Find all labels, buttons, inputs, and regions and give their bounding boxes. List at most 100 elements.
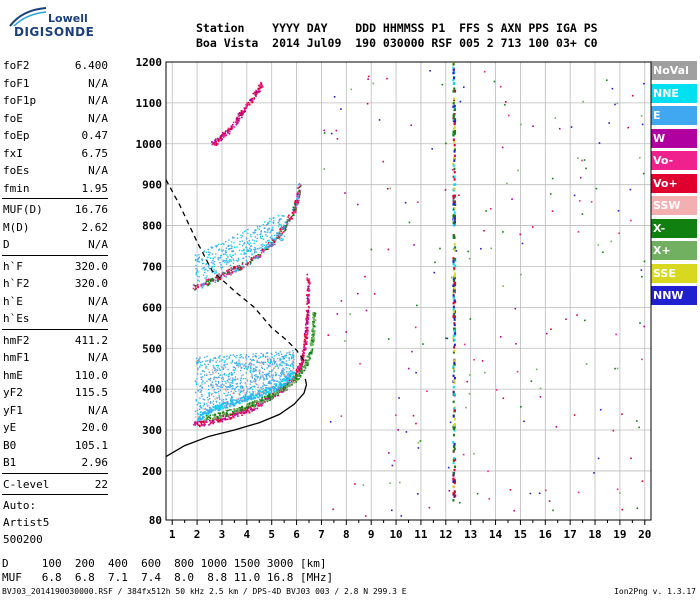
echo-point <box>277 367 280 369</box>
echo-point <box>302 369 304 372</box>
echo-point <box>292 211 295 213</box>
interference-point <box>452 499 455 502</box>
echo-point <box>293 376 295 379</box>
echo-point <box>229 264 232 267</box>
echo-point <box>308 285 310 288</box>
echo-point <box>281 355 283 358</box>
echo-point <box>251 393 254 395</box>
echo-point <box>272 217 275 220</box>
echo-point <box>203 421 206 423</box>
echo-point <box>275 351 277 353</box>
echo-point <box>281 362 284 364</box>
echo-point <box>268 395 271 398</box>
echo-point <box>243 400 246 402</box>
echo-point <box>257 376 260 378</box>
echo-point <box>240 407 242 409</box>
param-name: yF1 <box>3 403 23 417</box>
echo-point <box>272 389 275 392</box>
echo-point <box>286 371 288 373</box>
echo-point <box>238 117 241 120</box>
echo-point <box>221 266 224 268</box>
echo-point <box>279 383 281 385</box>
echo-point <box>202 262 205 264</box>
echo-point <box>228 260 230 262</box>
echo-point <box>227 413 230 416</box>
echo-point <box>242 386 244 388</box>
echo-point <box>268 361 270 364</box>
echo-point <box>302 358 305 361</box>
echo-point <box>278 360 280 362</box>
echo-point <box>269 399 272 401</box>
param-name: foE <box>3 111 23 125</box>
noise-point <box>504 103 506 106</box>
echo-point <box>307 281 310 284</box>
echo-point <box>260 231 262 233</box>
echo-point <box>273 216 275 219</box>
echo-point <box>242 396 245 398</box>
echo-point <box>277 234 280 237</box>
interference-point <box>454 108 457 111</box>
echo-point <box>253 232 255 234</box>
echo-point <box>275 383 277 385</box>
echo-point <box>199 417 202 419</box>
echo-point <box>198 398 201 400</box>
echo-point <box>304 327 307 329</box>
echo-point <box>257 404 259 407</box>
echo-point <box>223 388 225 391</box>
echo-point <box>280 239 282 242</box>
echo-point <box>215 253 217 255</box>
echo-point <box>278 389 281 392</box>
echo-point <box>214 398 216 400</box>
echo-point <box>241 405 243 408</box>
noise-point <box>448 490 451 492</box>
echo-point <box>200 406 202 409</box>
noise-point <box>493 80 496 83</box>
echo-point <box>292 382 295 384</box>
echo-point <box>205 417 208 420</box>
echo-point <box>279 227 282 230</box>
echo-point <box>254 91 257 94</box>
noise-point <box>323 168 326 170</box>
echo-point <box>199 425 201 428</box>
echo-point <box>248 412 251 414</box>
interference-point <box>452 374 455 378</box>
param-row: h`Es N/A <box>2 310 108 328</box>
echo-point <box>298 372 301 375</box>
noise-point <box>521 242 524 245</box>
echo-point <box>226 259 228 262</box>
interference-point <box>452 461 455 465</box>
echo-point <box>298 186 301 188</box>
interference-point <box>452 71 455 75</box>
echo-point <box>213 357 215 360</box>
noise-point <box>340 300 343 302</box>
param-row: B0 105.1 <box>2 437 108 455</box>
echo-point <box>237 362 240 365</box>
echo-point <box>250 258 252 261</box>
echo-point <box>304 367 307 369</box>
noise-point <box>344 340 346 342</box>
muf-distance-row: D 100 200 400 600 800 1000 1500 3000 [km… <box>2 557 327 570</box>
echo-point <box>270 398 272 400</box>
param-name: B0 <box>3 438 17 452</box>
echo-point <box>203 283 205 286</box>
echo-point <box>250 234 252 236</box>
echo-point <box>227 131 229 134</box>
echo-point <box>212 373 214 375</box>
interference-point <box>453 200 456 203</box>
echo-point <box>242 266 245 269</box>
echo-point <box>220 276 223 279</box>
echo-point <box>222 368 224 370</box>
echo-point <box>230 379 232 382</box>
echo-point <box>212 280 214 282</box>
echo-point <box>197 257 200 260</box>
echo-point <box>306 331 309 334</box>
echo-point <box>299 366 302 368</box>
echo-point <box>260 249 262 252</box>
echo-point <box>254 248 256 250</box>
echo-point <box>230 382 233 384</box>
echo-point <box>238 408 240 411</box>
echo-point <box>234 376 237 378</box>
echo-point <box>214 272 216 275</box>
noise-point <box>484 371 486 374</box>
echo-point <box>204 382 206 384</box>
